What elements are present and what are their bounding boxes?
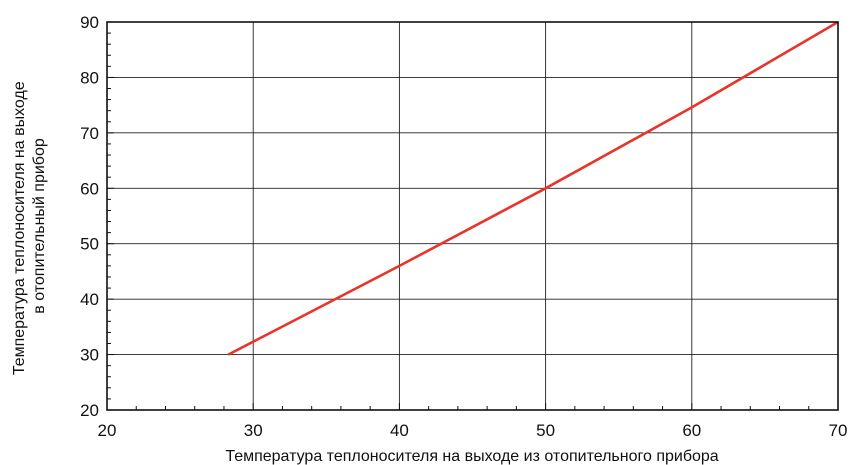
series-layer xyxy=(227,20,839,356)
plot-frame xyxy=(106,21,839,411)
y-tick-label: 60 xyxy=(80,179,99,198)
y-tick-label: 70 xyxy=(80,124,99,143)
y-tick-label: 50 xyxy=(80,235,99,254)
x-tick-labels: 20 30 40 50 60 70 xyxy=(98,421,848,440)
y-tick-label: 30 xyxy=(80,346,99,365)
y-axis-label-line-2: в отопительный прибор xyxy=(31,138,48,314)
y-tick-labels: 20 30 40 50 60 70 80 90 xyxy=(80,13,99,420)
x-axis-label: Температура теплоносителя на выходе из о… xyxy=(225,448,718,465)
y-tick-label: 90 xyxy=(80,13,99,32)
y-tick-label: 80 xyxy=(80,68,99,87)
x-tick-label: 50 xyxy=(536,421,555,440)
grid xyxy=(106,21,839,411)
x-tick-label: 70 xyxy=(829,421,848,440)
x-tick-label: 60 xyxy=(682,421,701,440)
minor-ticks xyxy=(106,21,839,411)
y-axis-label: Температура теплоносителя на выходе в от… xyxy=(11,77,48,375)
y-tick-label: 20 xyxy=(80,401,99,420)
series-line xyxy=(227,20,839,356)
x-tick-label: 20 xyxy=(98,421,117,440)
x-tick-label: 40 xyxy=(390,421,409,440)
y-tick-label: 40 xyxy=(80,290,99,309)
y-axis-label-line-1: Температура теплоносителя на выходе xyxy=(11,81,28,375)
x-tick-label: 30 xyxy=(244,421,263,440)
